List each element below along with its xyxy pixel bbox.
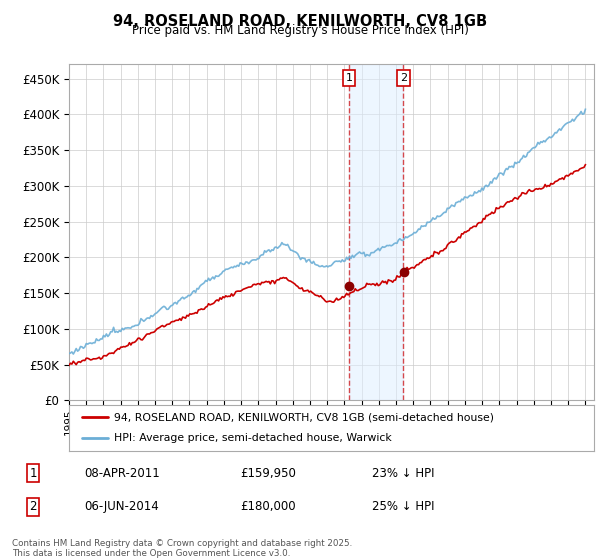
Text: 08-APR-2011: 08-APR-2011 xyxy=(84,466,160,480)
Text: Price paid vs. HM Land Registry's House Price Index (HPI): Price paid vs. HM Land Registry's House … xyxy=(131,24,469,37)
Bar xyxy=(349,64,403,400)
Text: £159,950: £159,950 xyxy=(240,466,296,480)
Text: 25% ↓ HPI: 25% ↓ HPI xyxy=(372,500,434,514)
Text: 2: 2 xyxy=(29,500,37,514)
Text: 1: 1 xyxy=(346,73,353,83)
Text: HPI: Average price, semi-detached house, Warwick: HPI: Average price, semi-detached house,… xyxy=(113,433,391,444)
Text: 23% ↓ HPI: 23% ↓ HPI xyxy=(372,466,434,480)
Text: Contains HM Land Registry data © Crown copyright and database right 2025.
This d: Contains HM Land Registry data © Crown c… xyxy=(12,539,352,558)
Text: 2: 2 xyxy=(400,73,407,83)
Text: 94, ROSELAND ROAD, KENILWORTH, CV8 1GB: 94, ROSELAND ROAD, KENILWORTH, CV8 1GB xyxy=(113,14,487,29)
Text: 94, ROSELAND ROAD, KENILWORTH, CV8 1GB (semi-detached house): 94, ROSELAND ROAD, KENILWORTH, CV8 1GB (… xyxy=(113,412,494,422)
Text: £180,000: £180,000 xyxy=(240,500,296,514)
Text: 1: 1 xyxy=(29,466,37,480)
Text: 06-JUN-2014: 06-JUN-2014 xyxy=(84,500,159,514)
